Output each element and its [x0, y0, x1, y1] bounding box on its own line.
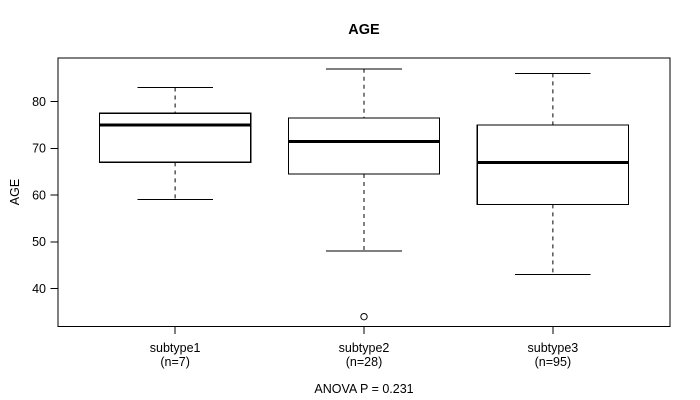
x-category-name: subtype3 [527, 341, 579, 355]
y-axis-tick-label: 50 [32, 235, 46, 249]
anova-p-note: ANOVA P = 0.231 [314, 382, 414, 396]
x-category-count: (n=95) [534, 355, 572, 369]
outlier-point [360, 312, 368, 321]
y-axis-tick-label: 40 [32, 282, 46, 296]
x-category-name: subtype2 [338, 341, 390, 355]
x-category-label-subtype2: subtype2 (n=28) [339, 341, 390, 369]
x-category-count: (n=7) [160, 355, 190, 369]
y-axis-tick-label: 60 [32, 188, 46, 202]
y-axis-tick-label: 80 [32, 95, 46, 109]
chart-title: AGE [348, 22, 380, 38]
x-category-count: (n=28) [345, 355, 383, 369]
y-axis-tick-label: 70 [32, 142, 46, 156]
box-iqr [476, 124, 630, 206]
box-iqr [98, 112, 252, 163]
box-iqr [287, 117, 441, 175]
x-category-label-subtype3: subtype3 (n=95) [528, 341, 579, 369]
x-category-name: subtype1 [149, 341, 201, 355]
x-category-label-subtype1: subtype1 (n=7) [150, 341, 201, 369]
